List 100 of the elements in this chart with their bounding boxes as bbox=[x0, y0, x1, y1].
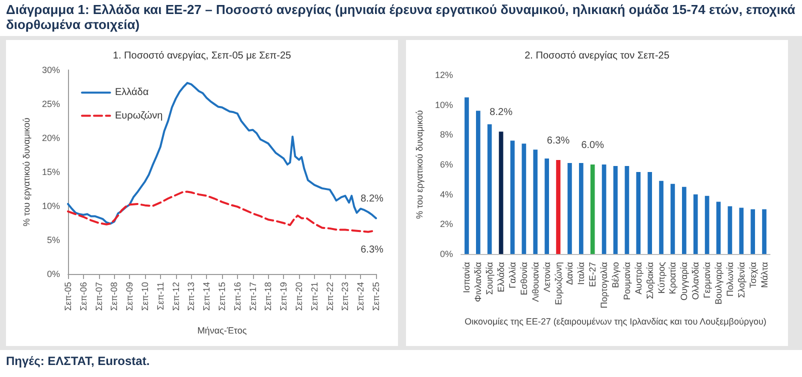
x-tick-label: Ελλάδα bbox=[496, 262, 506, 292]
bar bbox=[487, 124, 492, 254]
annotation: 6.3% bbox=[360, 244, 384, 256]
data-label: 8.2% bbox=[490, 107, 513, 118]
bar bbox=[590, 164, 595, 254]
x-tick-label: Ρουμανία bbox=[622, 262, 632, 300]
x-tick-label: Βουλγαρία bbox=[714, 262, 724, 304]
x-tick-label: Σεπ-07 bbox=[94, 282, 104, 311]
x-tick-label: Ευρωζώνη bbox=[553, 262, 564, 305]
bar bbox=[498, 132, 504, 254]
x-tick-label: Μάλτα bbox=[759, 262, 770, 288]
y-tick-label: 0% bbox=[440, 249, 453, 259]
x-tick-label: Σεπ-18 bbox=[263, 282, 274, 311]
y-tick-label: 20% bbox=[42, 133, 60, 143]
bar bbox=[544, 158, 550, 254]
bar bbox=[670, 184, 675, 254]
bar bbox=[613, 166, 618, 254]
text: Πηγές: ΕΛΣΤΑΤ, Eurostat. bbox=[0, 350, 802, 377]
x-tick-label: Βέλγιο bbox=[610, 262, 620, 288]
x-tick-label: Σεπ-10 bbox=[140, 282, 150, 311]
x-tick-label: Κροατία bbox=[668, 262, 678, 294]
x-tick-label: Σεπ-24 bbox=[356, 282, 366, 311]
bar bbox=[762, 209, 766, 254]
bar bbox=[578, 163, 584, 254]
x-tick-label: Κύπρος bbox=[656, 261, 666, 294]
x-tick-label: Σεπ-25 bbox=[371, 282, 381, 311]
x-tick-label: Σεπ-12 bbox=[170, 282, 181, 311]
x-tick-label: Γαλλία bbox=[508, 262, 518, 288]
bar bbox=[693, 194, 698, 254]
x-tick-label: Σεπ-08 bbox=[109, 282, 120, 311]
chart-title: 2. Ποσοστό ανεργίας τον Σεπ-25 bbox=[524, 50, 670, 62]
x-tick-label: Εσθονία bbox=[518, 262, 529, 296]
x-tick-label: Σεπ-11 bbox=[155, 282, 166, 310]
y-tick-label: 0% bbox=[46, 269, 60, 279]
bar bbox=[624, 166, 630, 254]
bar bbox=[602, 164, 606, 254]
bar bbox=[464, 97, 469, 254]
x-tick-label: Σεπ-06 bbox=[78, 282, 88, 311]
x-tick-label: Λετονία bbox=[542, 262, 552, 292]
data-label: 6.3% bbox=[546, 136, 570, 147]
bar bbox=[522, 144, 526, 254]
x-tick-label: Σεπ-22 bbox=[324, 282, 335, 311]
y-tick-label: 8% bbox=[440, 130, 453, 140]
x-tick-label: Σλοβενία bbox=[736, 262, 746, 298]
y-tick-label: 10% bbox=[42, 201, 60, 211]
x-tick-label: Σεπ-05 bbox=[63, 282, 73, 311]
chart-subtitle: 1. Ποσοστό ανεργίας, Σεπ-05 με Σεπ-25 bbox=[112, 50, 292, 62]
x-tick-label: Σουηδία bbox=[484, 262, 495, 295]
x-tick-label: Φινλανδία bbox=[473, 262, 484, 302]
legend-label: Ελλάδα bbox=[115, 87, 149, 98]
x-tick-label: Σεπ-13 bbox=[186, 282, 196, 311]
x-tick-label: Δανία bbox=[564, 262, 575, 285]
legend-label: Ευρωζώνη bbox=[115, 110, 163, 122]
x-tick-label: Ισπανία bbox=[462, 262, 472, 294]
y-tick-label: 6% bbox=[440, 160, 453, 170]
y-axis-title: % του εργατικού δυναμικού bbox=[22, 118, 32, 226]
x-tick-label: Σεπ-15 bbox=[216, 282, 227, 311]
x-tick-label: Σλοβακία bbox=[644, 262, 655, 300]
x-axis-title: Οικονομίες της ΕΕ-27 (εξαιρουμένων της Ιρλανδίας και του Λουξεμβούργου) bbox=[464, 316, 766, 327]
bar bbox=[728, 206, 732, 254]
bar bbox=[716, 202, 721, 254]
bar bbox=[659, 180, 664, 254]
data-label: 6.0% bbox=[581, 140, 604, 151]
bar bbox=[476, 110, 480, 254]
bar bbox=[636, 172, 641, 254]
bar bbox=[510, 140, 515, 254]
x-tick-label: Σεπ-19 bbox=[278, 282, 289, 311]
bar bbox=[648, 172, 652, 254]
y-tick-label: 30% bbox=[42, 65, 60, 75]
x-tick-label: Σεπ-21 bbox=[309, 282, 320, 311]
bar bbox=[704, 196, 710, 254]
bar bbox=[739, 208, 744, 254]
x-tick-label: Ολλανδία bbox=[690, 262, 701, 300]
bar bbox=[750, 209, 756, 254]
x-tick-label: Σεπ-14 bbox=[202, 282, 212, 311]
y-axis-title: % του εργατικού δυναμικού bbox=[414, 110, 425, 219]
y-tick-label: 10% bbox=[434, 100, 453, 110]
y-tick-label: 12% bbox=[434, 70, 453, 80]
bar bbox=[556, 160, 560, 254]
x-tick-label: Τσεχία bbox=[748, 262, 758, 288]
y-tick-label: 25% bbox=[42, 99, 60, 109]
bar bbox=[533, 150, 538, 254]
x-axis-title: Μήνας-Έτος bbox=[197, 326, 248, 336]
x-tick-label: Πορτογαλία bbox=[599, 262, 610, 308]
annotation: 8.2% bbox=[360, 194, 384, 205]
x-tick-label: Λιθουανία bbox=[530, 262, 540, 302]
x-tick-label: Σεπ-09 bbox=[124, 282, 135, 311]
x-tick-label: Σεπ-23 bbox=[340, 282, 350, 311]
x-tick-label: Σεπ-20 bbox=[294, 282, 304, 311]
y-tick-label: 2% bbox=[440, 219, 453, 230]
x-tick-label: Αυστρία bbox=[633, 262, 644, 294]
x-tick-label: Πολωνία bbox=[724, 262, 735, 296]
chart-title: Διάγραμμα 1: Ελλάδα και ΕΕ-27 – Ποσοστό ανεργίας (μηνιαία έρευνα εργατικού δυναμικού, ηλικιακή ομάδα 15-74 ετών, εποχικά διορθωμένα στοιχεία) bbox=[0, 0, 802, 36]
y-tick-label: 5% bbox=[46, 235, 60, 245]
x-tick-label: Σεπ-16 bbox=[232, 282, 242, 311]
bar bbox=[568, 163, 572, 254]
x-tick-label: Ιταλία bbox=[576, 262, 586, 285]
x-tick-label: Σεπ-17 bbox=[248, 282, 258, 311]
x-tick-label: ΕΕ-27 bbox=[588, 262, 598, 288]
bar bbox=[682, 186, 686, 254]
